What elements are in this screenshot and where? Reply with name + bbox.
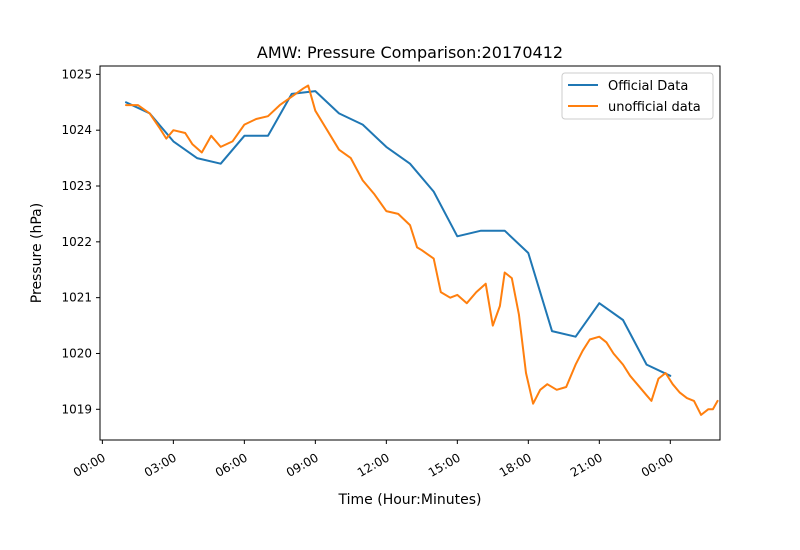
y-axis-label: Pressure (hPa) bbox=[29, 203, 45, 303]
y-tick-label: 1025 bbox=[61, 67, 92, 81]
plot-area bbox=[125, 84, 719, 416]
x-tick-label: 21:00 bbox=[568, 450, 605, 479]
x-axis-label: Time (Hour:Minutes) bbox=[338, 492, 482, 508]
x-tick-label: 18:00 bbox=[497, 450, 534, 479]
legend-entry: unofficial data bbox=[608, 100, 701, 115]
x-tick-label: 03:00 bbox=[142, 450, 179, 479]
y-tick-label: 1021 bbox=[61, 291, 92, 305]
y-axis: 1019 1020 1021 1022 1023 1024 1025 bbox=[61, 67, 100, 416]
x-tick-label: 12:00 bbox=[355, 450, 392, 479]
y-tick-label: 1023 bbox=[61, 179, 92, 193]
x-tick-label: 00:00 bbox=[71, 450, 108, 479]
x-axis: 00:00 03:00 06:00 09:00 12:00 15:00 18:00 21:00… bbox=[71, 440, 676, 480]
x-tick-label: 00:00 bbox=[639, 450, 676, 479]
series-line-0 bbox=[125, 90, 672, 377]
x-tick-label: 09:00 bbox=[284, 450, 321, 479]
plot-frame bbox=[99, 65, 721, 441]
legend-entry: Official Data bbox=[608, 79, 688, 94]
x-tick-label: 15:00 bbox=[426, 450, 463, 479]
y-tick-label: 1022 bbox=[61, 235, 92, 249]
series-line-1 bbox=[125, 84, 719, 416]
y-tick-label: 1020 bbox=[61, 346, 92, 360]
legend: Official Data unofficial data bbox=[561, 72, 714, 120]
chart-title: AMW: Pressure Comparison:20170412 bbox=[257, 43, 563, 62]
legend-box bbox=[561, 72, 714, 120]
x-tick-label: 06:00 bbox=[213, 450, 250, 479]
y-tick-label: 1024 bbox=[61, 123, 92, 137]
y-tick-label: 1019 bbox=[61, 402, 92, 416]
